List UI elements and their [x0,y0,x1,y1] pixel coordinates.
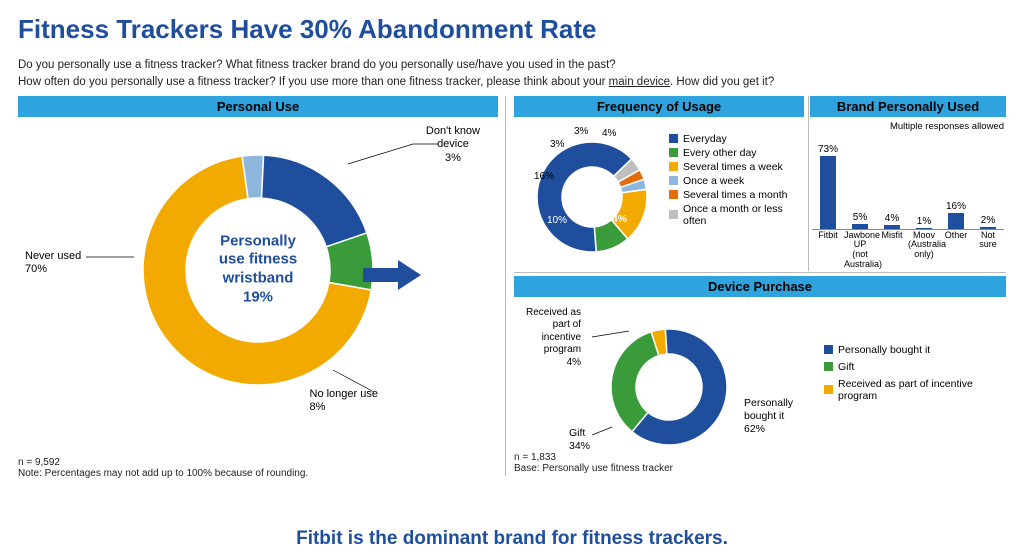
survey-questions: Do you personally use a fitness tracker?… [0,51,1024,96]
legend-item: Personally bought it [824,344,1004,356]
separator-horizontal [514,272,1006,273]
freq-label-64: 64% [606,213,627,226]
frequency-legend: Everyday Every other day Several times a w… [669,131,804,229]
personal-use-center-label: Personally use fitness wristband 19% [219,232,297,307]
device-header: Device Purchase [514,276,1006,297]
freq-label-4: 4% [602,128,616,141]
legend-item: Received as part of incentive program [824,378,1004,402]
legend-item: Several times a week [669,161,804,173]
freq-label-3a: 3% [550,139,564,152]
personal-use-note: n = 9,592 Note: Percentages may not add … [18,457,308,479]
arrow-icon [363,260,423,290]
frequency-header: Frequency of Usage [514,96,804,117]
legend-item: Once a week [669,175,804,187]
brand-note: Multiple responses allowed [890,121,1004,133]
freq-label-16: 16% [534,171,554,184]
question-line-2b: main device [609,76,670,88]
brand-header: Brand Personally Used [810,96,1006,117]
device-note: n = 1,833 Base: Personally use fitness t… [514,452,673,474]
question-line-2a: How often do you personally use a fitnes… [18,76,609,88]
brand-panel: Brand Personally Used Multiple responses… [810,96,1006,267]
personal-use-label-nolonger: No longer use8% [310,388,379,416]
personal-use-label-dontknow: Don't knowdevice3% [426,125,480,166]
freq-label-3b: 3% [574,126,588,139]
legend-item: Several times a month [669,189,804,201]
device-legend: Personally bought it Gift Received as part… [824,339,1004,407]
device-label-incentive: Received aspart ofincentiveprogram4% [526,307,581,370]
page-title: Fitness Trackers Have 30% Abandonment Ra… [0,0,1024,51]
footer-callout: Fitbit is the dominant brand for fitness… [0,528,1024,550]
frequency-donut-chart [522,125,662,265]
device-donut-chart [594,307,744,457]
personal-use-header: Personal Use [18,96,498,117]
question-line-1: Do you personally use a fitness tracker?… [18,59,616,71]
freq-label-10: 10% [547,215,567,228]
legend-item: Every other day [669,147,804,159]
legend-item: Everyday [669,133,804,145]
legend-item: Once a month or less often [669,203,804,227]
brand-bar-chart: 73%Fitbit5%JawboneUP(notAustralia)4%Misf… [812,137,1004,267]
device-panel: Device Purchase Personallybought it62% G… [514,276,1006,472]
device-label-bought: Personallybought it62% [744,397,793,436]
device-label-gift: Gift34% [569,427,590,453]
legend-item: Gift [824,361,1004,373]
personal-use-label-never: Never used70% [25,250,81,278]
separator-vertical [505,96,506,476]
separator-freq-brand [808,96,809,271]
question-line-2c: . How did you get it? [670,76,774,88]
personal-use-panel: Personal Use Personally use fitness wris… [18,96,498,481]
frequency-panel: Frequency of Usage 64% 10% 16% 3% 3% 4% … [514,96,804,267]
